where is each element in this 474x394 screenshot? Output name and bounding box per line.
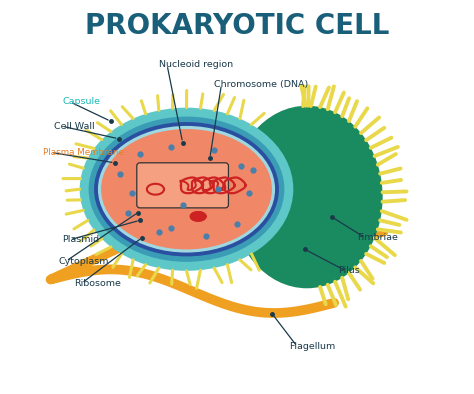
- Ellipse shape: [101, 129, 272, 249]
- Text: PROKARYOTIC CELL: PROKARYOTIC CELL: [85, 13, 389, 41]
- Text: Cytoplasm: Cytoplasm: [58, 256, 109, 266]
- Ellipse shape: [231, 106, 383, 288]
- Text: Ribosome: Ribosome: [74, 279, 121, 288]
- Text: Plasma Membrane: Plasma Membrane: [43, 148, 124, 157]
- Ellipse shape: [80, 108, 293, 271]
- Ellipse shape: [89, 117, 284, 262]
- Ellipse shape: [98, 126, 275, 253]
- Text: Fimbriae: Fimbriae: [357, 233, 398, 242]
- FancyBboxPatch shape: [137, 163, 228, 208]
- Text: Nucleoid region: Nucleoid region: [159, 60, 233, 69]
- Text: Plasmid: Plasmid: [62, 235, 100, 244]
- Text: Capsule: Capsule: [62, 97, 100, 106]
- Text: Cell Wall: Cell Wall: [55, 122, 95, 131]
- Ellipse shape: [94, 122, 279, 256]
- Text: Pilus: Pilus: [338, 266, 360, 275]
- Text: Chromosome (DNA): Chromosome (DNA): [214, 80, 308, 89]
- Polygon shape: [191, 212, 206, 221]
- Text: Flagellum: Flagellum: [290, 342, 336, 351]
